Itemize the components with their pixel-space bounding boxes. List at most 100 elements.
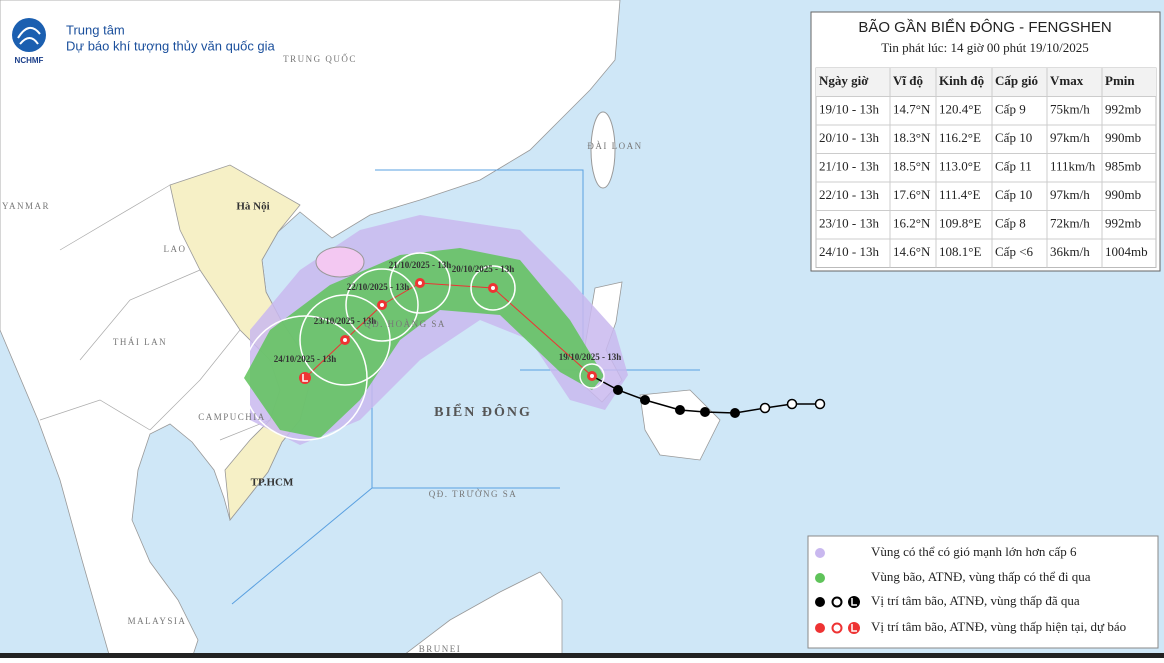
radius-circle [470, 265, 516, 311]
forecast-marker [299, 372, 311, 384]
table-cell: 36km/h [1050, 244, 1090, 259]
legend-text: Vị trí tâm bão, ATNĐ, vùng thấp đã qua [871, 593, 1080, 608]
table-border [815, 67, 1157, 268]
place-label: CAMPUCHIA [198, 412, 266, 422]
table-cell: Cấp 8 [995, 216, 1026, 231]
borders [39, 184, 271, 441]
table-cell: 19/10 - 13h [819, 102, 879, 117]
header: NCHMF Trung tâm Dự báo khí tượng thủy vă… [12, 18, 276, 65]
radius-circle [345, 268, 419, 342]
forecast-marker-l [302, 374, 308, 382]
table-cell: 111.4°E [939, 187, 980, 202]
past-positions [613, 385, 826, 418]
table-cell: 108.1°E [939, 244, 981, 259]
table-cell: 116.2°E [939, 130, 981, 145]
place-label: YANMAR [2, 201, 50, 211]
table-cell: 97km/h [1050, 130, 1090, 145]
table-cell: 23/10 - 13h [819, 216, 879, 231]
table-cell: 990mb [1105, 130, 1141, 145]
table-cell: 22/10 - 13h [819, 187, 879, 202]
table-cell: 18.5°N [893, 159, 931, 174]
place-label: LAO [164, 244, 187, 254]
legend-text: Vùng bão, ATNĐ, vùng thấp có thể đi qua [871, 569, 1091, 584]
table-header-bg [816, 68, 1156, 97]
forecast-label: 20/10/2025 - 13h [452, 264, 515, 274]
column-header: Pmin [1105, 73, 1135, 88]
org-line2: Dự báo khí tượng thủy văn quốc gia [66, 38, 276, 53]
forecast-label: 23/10/2025 - 13h [314, 316, 377, 326]
place-label: BRUNEI [419, 644, 462, 654]
info-table: BÃO GẦN BIỂN ĐÔNG - FENGSHEN Tin phát lú… [810, 11, 1161, 272]
taiwan [590, 111, 616, 189]
table-cell: Cấp 10 [995, 130, 1032, 145]
column-header: Vĩ độ [893, 73, 923, 88]
place-label: TRUNG QUỐC [283, 54, 357, 64]
table-cell: 985mb [1105, 159, 1141, 174]
logo-mark [17, 27, 41, 45]
forecast-layer: 19/10/2025 - 13h 20/10/2025 - 13h21/10/20… [242, 252, 622, 441]
column-header: Cấp gió [995, 73, 1038, 88]
table-cell: Cấp 10 [995, 187, 1032, 202]
forecast-marker-core [491, 286, 495, 290]
forecast-marker-core [343, 338, 347, 342]
table-cell: 72km/h [1050, 216, 1090, 231]
legend-swatch [815, 573, 825, 583]
forecast-marker-core [418, 281, 422, 285]
table-cell: 17.6°N [893, 187, 931, 202]
table-grid: Ngày giờ Vĩ độ Kinh độ Cấp gió Vmax Pmin 19/10… [815, 67, 1157, 268]
forecast-label: 24/10/2025 - 13h [274, 354, 337, 364]
column-header: Ngày giờ [819, 73, 869, 88]
table-cell: 75km/h [1050, 102, 1090, 117]
table-cell: 120.4°E [939, 102, 981, 117]
forecast-marker-core [590, 374, 594, 378]
place-label: ĐÀI LOAN [587, 141, 642, 151]
table-cell: 111km/h [1050, 159, 1096, 174]
radius-circle [299, 294, 391, 386]
org-line1: Trung tâm [66, 22, 125, 37]
forecast-label: 21/10/2025 - 13h [389, 260, 452, 270]
table-subtitle: Tin phát lúc: 14 giờ 00 phút 19/10/2025 [881, 40, 1089, 55]
table-cell: 14.6°N [893, 244, 931, 259]
legend-texts: Vùng có thể có gió mạnh lớn hơn cấp 6 Vùn… [871, 544, 1126, 634]
legend-icons-past [815, 596, 860, 608]
table-cell: 992mb [1105, 216, 1141, 231]
legend: Vùng có thể có gió mạnh lớn hơn cấp 6 Vùn… [807, 535, 1159, 649]
place-label: TP.HCM [251, 477, 294, 489]
table-cell: 1004mb [1105, 244, 1148, 259]
place-label: BIỂN ĐÔNG [434, 402, 532, 420]
table-cell: 109.8°E [939, 216, 981, 231]
table-cell: 24/10 - 13h [819, 244, 879, 259]
place-label: THÁI LAN [113, 337, 167, 347]
logo-text: NCHMF [15, 56, 44, 65]
place-label: QĐ. TRƯỜNG SA [429, 489, 518, 499]
table-title: BÃO GẦN BIỂN ĐÔNG - FENGSHEN [858, 18, 1111, 36]
place-label: QĐ. HOÀNG SA [364, 319, 446, 329]
table-cell: 97km/h [1050, 187, 1090, 202]
logo [12, 18, 46, 52]
sea-boundary [231, 169, 700, 605]
forecast-label: 22/10/2025 - 13h [347, 282, 410, 292]
table-cell: 18.3°N [893, 130, 931, 145]
map-labels: TRUNG QUỐC ĐÀI LOAN YANMAR Hà Nội LAO THÁI LA… [2, 54, 642, 654]
column-header: Kinh độ [939, 73, 984, 88]
table-cell: 20/10 - 13h [819, 130, 879, 145]
hainan [315, 246, 365, 278]
legend-text: Vị trí tâm bão, ATNĐ, vùng thấp hiện tại… [871, 619, 1126, 634]
legend-panel [807, 535, 1159, 649]
place-label: MALAYSIA [128, 616, 187, 626]
table-cell: Cấp 11 [995, 159, 1032, 174]
bottom-bar [0, 653, 1164, 658]
table-cell: Cấp <6 [995, 244, 1034, 259]
table-cell: 14.7°N [893, 102, 931, 117]
forecast-label: 19/10/2025 - 13h [559, 352, 622, 362]
table-cell: 21/10 - 13h [819, 159, 879, 174]
table-cell: Cấp 9 [995, 102, 1026, 117]
radius-circle [579, 363, 605, 389]
table-cell: 992mb [1105, 102, 1141, 117]
place-label: Hà Nội [236, 201, 269, 213]
table-cell: 16.2°N [893, 216, 931, 231]
table-cell: 990mb [1105, 187, 1141, 202]
forecast-marker-core [380, 303, 384, 307]
radius-circle [389, 252, 451, 314]
